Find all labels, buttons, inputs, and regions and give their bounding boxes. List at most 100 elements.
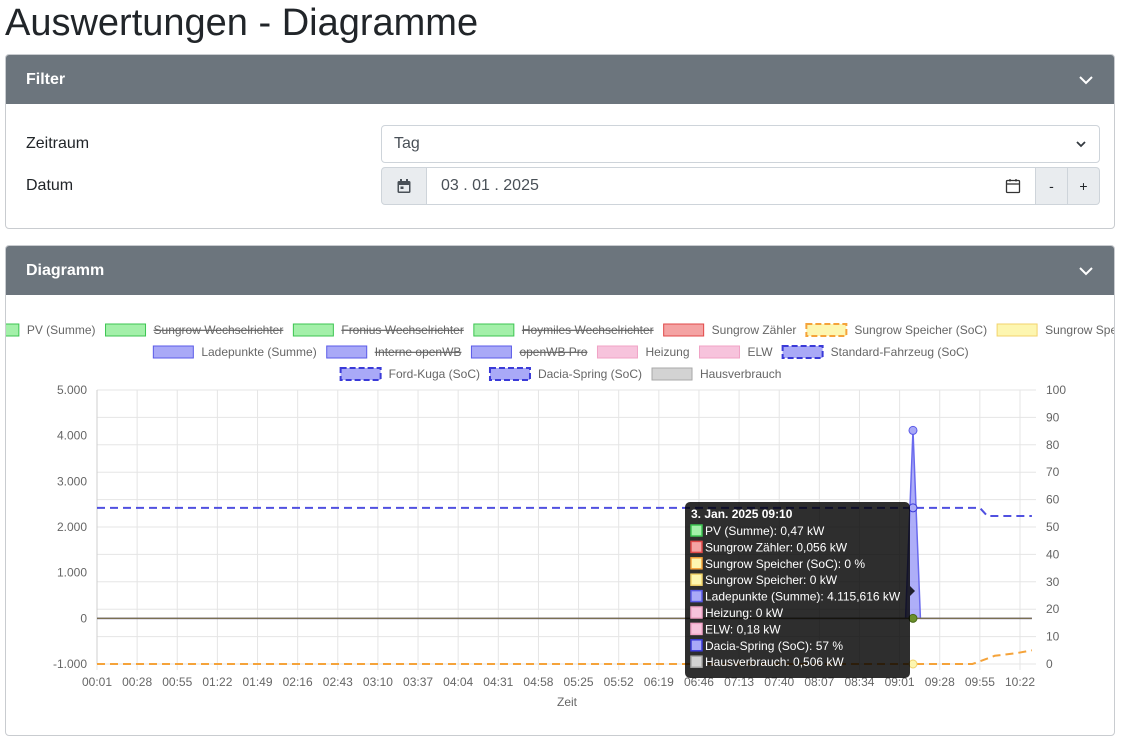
series-line[interactable] [97, 649, 1033, 665]
legend-item-label[interactable]: Interne openWB [375, 345, 462, 359]
y-tick-label: 5.000 [57, 383, 87, 397]
legend-item-label[interactable]: Sungrow Speicher (SoC) [854, 323, 987, 337]
legend-item-label[interactable]: openWB Pro [519, 345, 587, 359]
tooltip-swatch [690, 622, 703, 636]
x-tick-label: 00:28 [122, 675, 152, 689]
legend-swatch[interactable] [596, 345, 638, 359]
y2-tick-label: 80 [1046, 438, 1060, 452]
legend-swatch[interactable] [326, 345, 368, 359]
legend-swatch[interactable] [339, 367, 382, 381]
tooltip-swatch [690, 606, 703, 619]
x-tick-label: 06:19 [644, 675, 674, 689]
chevron-down-icon[interactable] [1078, 72, 1094, 88]
legend-item-label[interactable]: Standard-Fahrzeug (SoC) [831, 345, 969, 359]
x-tick-label: 04:58 [523, 675, 553, 689]
legend-item-label[interactable]: Hausverbrauch [700, 367, 781, 381]
legend-swatch[interactable] [105, 323, 147, 337]
x-tick-label: 09:55 [965, 675, 995, 689]
legend-swatch[interactable] [152, 345, 194, 359]
x-tick-label: 08:07 [804, 675, 834, 689]
tooltip-row: Hausverbrauch: 0,506 kW [705, 655, 844, 669]
zeitraum-label: Zeitraum [26, 135, 90, 152]
diagram-header[interactable]: Diagramm [6, 246, 1114, 295]
x-tick-label: 02:16 [283, 675, 313, 689]
legend-item-label[interactable]: Ford-Kuga (SoC) [389, 367, 480, 381]
legend-swatch[interactable] [805, 323, 848, 337]
tooltip-box [685, 502, 910, 678]
legend-item-label[interactable]: Heizung [645, 345, 689, 359]
x-tick-label: 04:31 [483, 675, 513, 689]
calendar-outline-icon[interactable] [1005, 178, 1021, 194]
series-line[interactable] [97, 506, 1032, 518]
y2-tick-label: 30 [1046, 575, 1060, 589]
tooltip-row: ELW: 0,18 kW [705, 622, 781, 636]
calendar-icon [397, 179, 411, 193]
y-tick-label: 2.000 [57, 520, 87, 534]
legend-swatch[interactable] [663, 323, 705, 337]
y2-tick-label: 90 [1046, 410, 1060, 424]
zeitraum-select[interactable]: Tag [381, 125, 1100, 163]
zeitraum-select-value: Tag [394, 135, 420, 152]
legend-swatch[interactable] [470, 345, 512, 359]
tooltip-swatch [690, 655, 703, 668]
legend-swatch[interactable] [651, 367, 693, 381]
hover-point[interactable] [908, 503, 918, 513]
hover-point[interactable] [908, 659, 918, 669]
legend-swatch[interactable] [488, 367, 531, 381]
legend-item-label[interactable]: Fronius Wechselrichter [341, 323, 463, 337]
energy-chart[interactable]: 5.0004.0003.0002.0001.0000-1.00010090807… [6, 295, 1114, 735]
legend-item-label[interactable]: Sungrow Speicher [1045, 323, 1114, 337]
y2-tick-label: 50 [1046, 520, 1060, 534]
hover-point[interactable] [908, 425, 918, 435]
x-tick-label: 00:55 [162, 675, 192, 689]
hover-point[interactable] [908, 613, 918, 623]
legend-swatch[interactable] [996, 323, 1038, 337]
page-title: Auswertungen - Diagramme [5, 2, 479, 44]
tooltip-swatch [690, 540, 703, 554]
legend-swatch[interactable] [6, 323, 20, 337]
legend-item-label[interactable]: ELW [747, 345, 773, 359]
tooltip-row: Heizung: 0 kW [705, 606, 784, 620]
x-tick-label: 05:25 [564, 675, 594, 689]
legend-swatch[interactable] [781, 345, 824, 359]
legend-item-label[interactable]: Ladepunkte (Summe) [201, 345, 316, 359]
legend-item-label[interactable]: Sungrow Wechselrichter [154, 323, 284, 337]
tooltip-swatch [690, 589, 703, 603]
chevron-down-icon[interactable] [1078, 263, 1094, 279]
x-tick-label: 04:04 [443, 675, 473, 689]
x-tick-label: 07:13 [724, 675, 754, 689]
y2-tick-label: 40 [1046, 547, 1060, 561]
legend-item-label[interactable]: Sungrow Zähler [712, 323, 797, 337]
x-tick-label: 09:28 [925, 675, 955, 689]
x-tick-label: 03:10 [363, 675, 393, 689]
y2-tick-label: 0 [1046, 657, 1053, 671]
tooltip-row: Sungrow Speicher (SoC): 0 % [705, 557, 865, 571]
legend-item-label[interactable]: PV (Summe) [27, 323, 96, 337]
filter-card: Filter Zeitraum Tag Datum 03 . 01 . 2025 [5, 54, 1115, 229]
filter-header[interactable]: Filter [6, 55, 1114, 104]
tooltip-title: 3. Jan. 2025 09:10 [691, 507, 793, 521]
tooltip-row: PV (Summe): 0,47 kW [705, 524, 825, 538]
x-tick-label: 02:43 [323, 675, 353, 689]
x-tick-label: 05:52 [604, 675, 634, 689]
tooltip-swatch [690, 573, 703, 586]
legend-item-label[interactable]: Dacia-Spring (SoC) [538, 367, 642, 381]
legend-item-label[interactable]: Hoymiles Wechselrichter [522, 323, 654, 337]
diagram-card: Diagramm [5, 245, 1115, 736]
x-tick-label: 06:46 [684, 675, 714, 689]
legend-swatch[interactable] [698, 345, 740, 359]
x-tick-label: 10:22 [1005, 675, 1035, 689]
legend-swatch[interactable] [292, 323, 334, 337]
x-tick-label: 01:22 [202, 675, 232, 689]
calendar-button[interactable] [381, 167, 427, 205]
x-tick-label: 01:49 [243, 675, 273, 689]
y-tick-label: 1.000 [57, 566, 87, 580]
legend-swatch[interactable] [473, 323, 515, 337]
datum-label: Datum [26, 177, 74, 194]
date-minus-button[interactable]: - [1036, 167, 1068, 205]
tooltip-swatch [690, 524, 703, 537]
x-axis-label: Zeit [557, 695, 578, 709]
datum-input[interactable]: 03 . 01 . 2025 [427, 167, 1036, 205]
date-plus-button[interactable]: + [1068, 167, 1100, 205]
y2-tick-label: 60 [1046, 493, 1060, 507]
